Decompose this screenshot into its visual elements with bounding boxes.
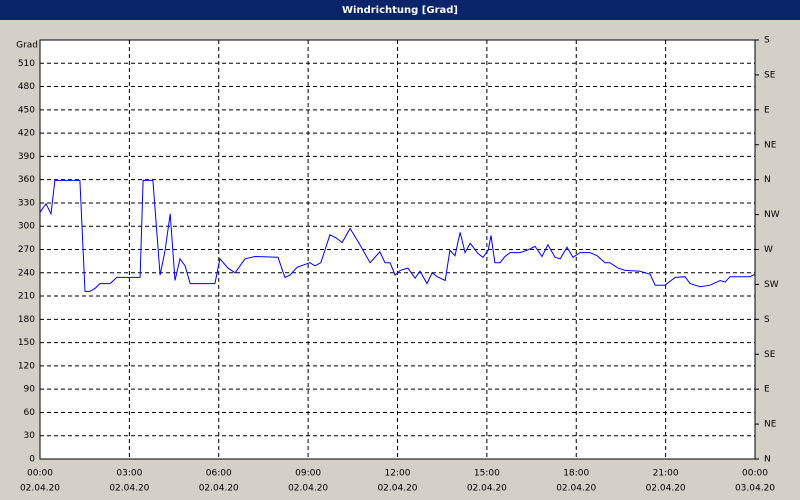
y2-tick-label: E (764, 105, 770, 115)
x-tick-date: 02.04.20 (20, 484, 60, 494)
y2-tick-label: N (764, 455, 771, 465)
x-tick-date: 02.04.20 (199, 484, 239, 494)
x-tick-label: 00:00 (27, 469, 53, 479)
x-tick-date: 03.04.20 (735, 484, 775, 494)
x-tick-date: 02.04.20 (556, 484, 596, 494)
y-tick-label: 0 (29, 455, 35, 465)
y2-tick-label: SE (764, 70, 776, 80)
y-tick-label: 270 (18, 245, 35, 255)
y2-tick-label: NW (764, 210, 780, 220)
x-tick-label: 03:00 (116, 469, 142, 479)
y2-tick-label: NE (764, 140, 777, 150)
x-tick-date: 02.04.20 (646, 484, 686, 494)
y2-tick-label: N (764, 175, 771, 185)
x-tick-label: 12:00 (385, 469, 411, 479)
x-tick-date: 02.04.20 (288, 484, 328, 494)
y2-tick-label: W (764, 245, 773, 255)
y2-tick-label: S (764, 315, 770, 325)
y2-tick-label: E (764, 385, 770, 395)
y-tick-label: 120 (18, 361, 35, 371)
y-tick-label: 390 (18, 152, 35, 162)
y-tick-label: 360 (18, 175, 35, 185)
y-tick-label: 420 (18, 129, 35, 139)
y2-tick-label: SE (764, 350, 776, 360)
y-tick-label: 510 (18, 59, 35, 69)
y-tick-label: 30 (24, 431, 36, 441)
y-tick-label: 210 (18, 292, 35, 302)
y-tick-label: 60 (24, 408, 36, 418)
y-axis-label: Grad (16, 41, 38, 51)
title-bar (0, 0, 800, 20)
x-tick-label: 15:00 (474, 469, 500, 479)
y2-tick-label: S (764, 36, 770, 46)
y-tick-label: 450 (18, 105, 35, 115)
y-tick-label: 180 (18, 315, 35, 325)
y-tick-label: 240 (18, 268, 35, 278)
x-tick-label: 21:00 (653, 469, 679, 479)
y-tick-label: 330 (18, 198, 35, 208)
x-tick-date: 02.04.20 (377, 484, 417, 494)
y-tick-label: 150 (18, 338, 35, 348)
x-tick-label: 00:00 (742, 469, 768, 479)
chart-title: Windrichtung [Grad] (342, 5, 458, 16)
y-tick-label: 90 (24, 385, 36, 395)
y-tick-label: 300 (18, 222, 35, 232)
x-tick-label: 18:00 (563, 469, 589, 479)
data-line (39, 179, 756, 292)
x-tick-date: 02.04.20 (109, 484, 149, 494)
y2-tick-label: SW (764, 280, 779, 290)
x-tick-label: 09:00 (295, 469, 321, 479)
x-tick-date: 02.04.20 (467, 484, 507, 494)
y-tick-label: 480 (18, 82, 35, 92)
y2-tick-label: NE (764, 420, 777, 430)
x-tick-label: 06:00 (206, 469, 232, 479)
